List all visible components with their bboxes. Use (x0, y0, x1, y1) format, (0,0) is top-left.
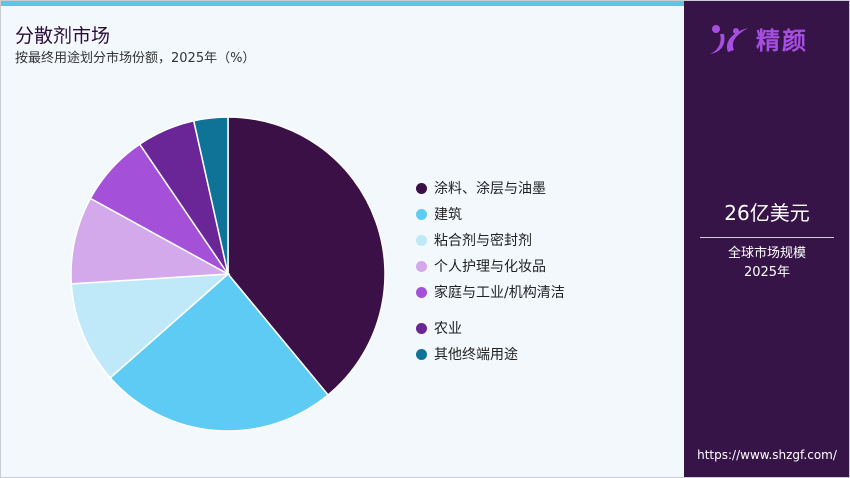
pie-slice (227, 116, 386, 397)
legend-item: 粘合剂与密封剂 (416, 227, 565, 253)
pie-slice (192, 116, 229, 275)
legend-label: 农业 (434, 321, 462, 337)
legend-marker (416, 286, 427, 298)
divider (700, 237, 834, 238)
market-size-value: 26亿美元 (724, 201, 810, 225)
legend-item: 个人护理与化妆品 (416, 253, 565, 279)
accent-bar (1, 1, 684, 6)
pie-slice (109, 272, 330, 432)
legend-label: 个人护理与化妆品 (434, 259, 546, 275)
legend-label: 粘合剂与密封剂 (434, 233, 532, 249)
side-panel: 精颜 26亿美元 全球市场规模 2025年 https://www.shzgf.… (684, 1, 849, 477)
legend-marker (416, 208, 427, 220)
legend-label: 家庭与工业/机构清洁 (434, 285, 565, 301)
legend-marker (416, 322, 427, 334)
legend-marker (416, 182, 427, 194)
website-link[interactable]: https://www.shzgf.com/ (697, 448, 837, 462)
legend-marker (416, 260, 427, 272)
logo-icon (710, 24, 748, 54)
chart-title: 分散剂市场 (15, 25, 111, 47)
legend-item: 建筑 (416, 201, 565, 227)
legend-marker (416, 348, 427, 360)
caption-line2: 2025年 (743, 265, 791, 280)
pie-slice (70, 197, 231, 285)
pie-slice (70, 273, 231, 379)
legend-item: 涂料、涂层与油墨 (416, 175, 565, 201)
legend-label: 建筑 (434, 207, 462, 223)
legend-item: 其他终端用途 (416, 341, 565, 367)
legend-item: 农业 (416, 315, 565, 341)
market-size-caption: 全球市场规模 2025年 (684, 244, 849, 282)
logo: 精颜 (706, 21, 808, 56)
pie-chart (70, 116, 386, 432)
legend-label: 其他终端用途 (434, 347, 518, 363)
legend: 涂料、涂层与油墨 建筑粘合剂与密封剂 个人护理与化妆品家庭与工业/机构清洁 农业其他终… (416, 175, 565, 367)
caption-line1: 全球市场规模 (727, 246, 806, 261)
legend-item: 家庭与工业/机构清洁 (416, 279, 565, 305)
chart-subtitle: 按最终用途划分市场份额，2025年（%） (15, 51, 256, 66)
logo-text: 精颜 (756, 27, 808, 55)
legend-marker (416, 234, 427, 246)
legend-label: 涂料、涂层与油墨 (434, 181, 546, 197)
